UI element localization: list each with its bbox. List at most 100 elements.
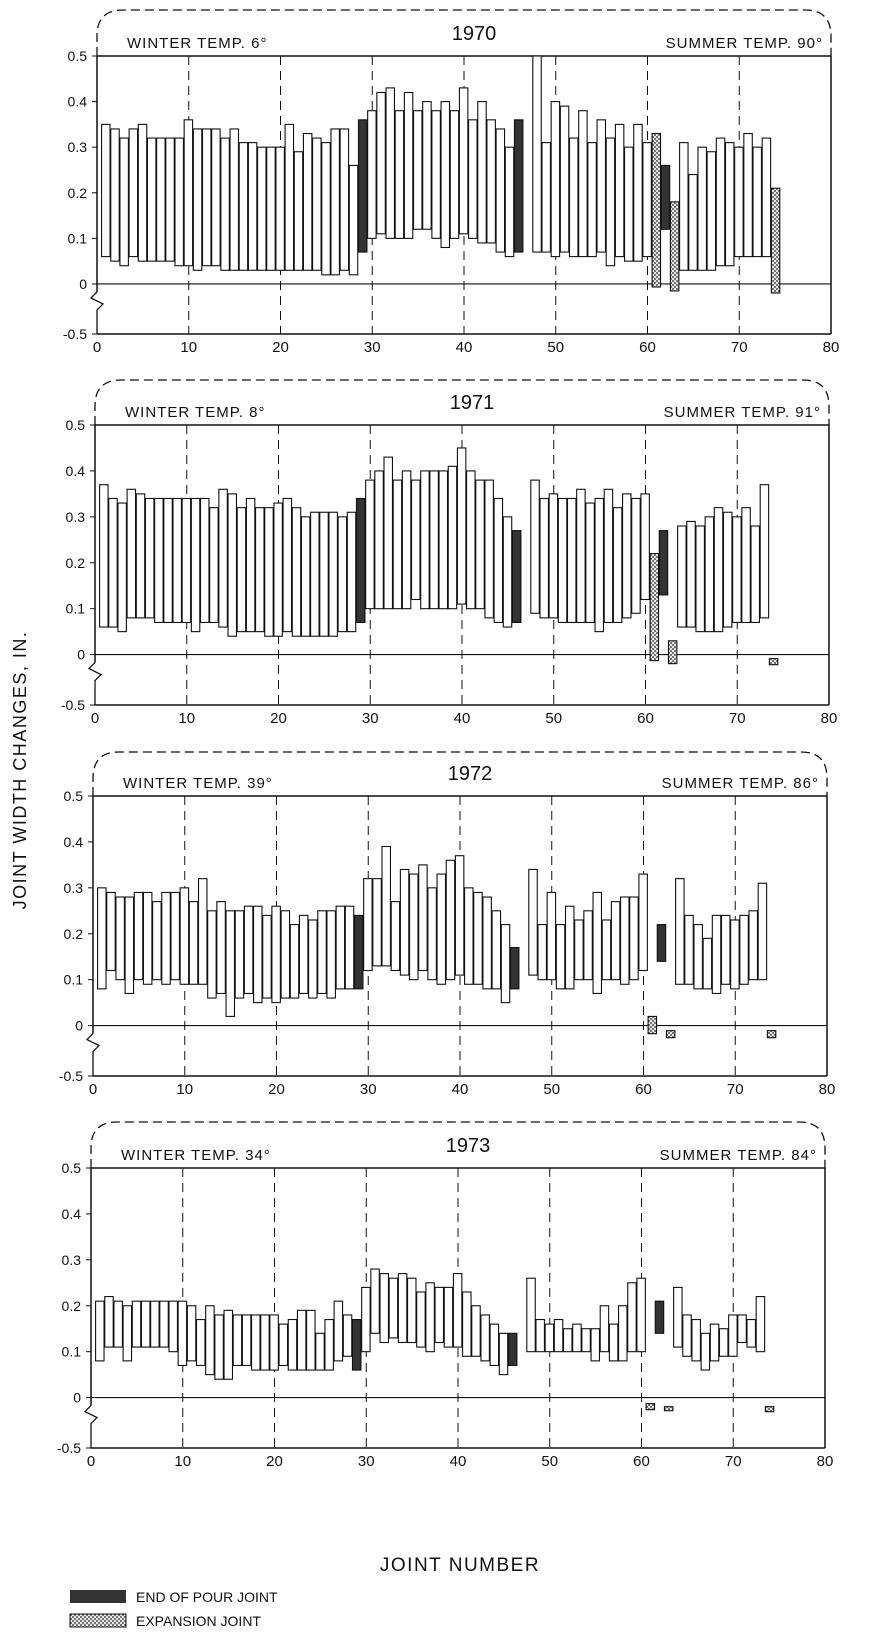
joint-bar [624,146,634,262]
joint-bar [115,896,125,981]
joint-bar [454,855,465,976]
joint-bar [140,1300,151,1348]
joint-bar [289,924,300,999]
x-tick-label: 80 [823,339,840,356]
joint-bar [234,910,245,999]
expansion-joint-bar [649,553,660,662]
joint-bar [408,873,419,981]
joint-bar [247,142,258,271]
winter-temp-label: WINTER TEMP. 39° [123,775,273,792]
joint-bar [755,1296,766,1353]
joint-bar [365,479,375,610]
joint-bar [555,924,566,990]
joint-bar [673,1286,683,1348]
joint-bar [335,905,346,990]
joint-bar [587,142,597,258]
legend-end-of-pour-swatch [70,1590,126,1603]
joint-bar [195,1318,206,1367]
joint-bar [620,896,630,985]
joint-bar [278,1323,289,1367]
joint-bar [578,110,588,258]
joint-bar [110,128,120,262]
joint-bar [225,910,236,1017]
joint-bar [245,497,256,633]
joint-bar [675,878,685,985]
x-tick-label: 70 [731,339,748,356]
joint-bar [282,497,293,633]
joint-bar [741,507,751,624]
end-of-pour-joint-bar [355,497,366,624]
joint-bar [724,142,735,267]
joint-bar [214,1314,224,1380]
joint-bar [266,146,276,271]
joint-bar [128,128,139,258]
summer-temp-label: SUMMER TEMP. 90° [666,35,823,52]
summer-temp-label: SUMMER TEMP. 86° [662,775,819,792]
x-tick-label: 20 [266,1453,283,1470]
joint-bar [190,497,201,633]
x-tick-label: 80 [817,1453,834,1470]
joint-bar [179,887,190,985]
joint-bar [306,1309,316,1371]
joint-bar [300,516,311,637]
joint-bar [559,105,570,253]
joint-bar [528,868,538,976]
x-tick-label: 30 [364,339,381,356]
joint-bar [638,873,648,972]
legend-expansion-label: EXPANSION JOINT [136,1613,261,1629]
panel-year-title: 1972 [448,763,493,785]
joint-bar [308,919,318,999]
joint-bar [590,1328,601,1362]
joint-bar [468,119,478,239]
x-tick-label: 40 [454,710,471,727]
joint-bar [211,128,221,267]
joint-bar [137,123,148,262]
joint-bar [568,137,579,258]
winter-temp-label: WINTER TEMP. 6° [127,35,267,52]
joint-bar [614,123,625,258]
joint-bar [392,479,403,610]
legend: END OF POUR JOINT EXPANSION JOINT [69,1589,278,1629]
joint-bar [293,151,304,271]
joint-bar [682,1314,692,1357]
joint-bar [381,845,392,967]
y-tick-label: 0.1 [68,230,88,246]
joint-bar [108,497,118,628]
joint-bar [183,119,194,267]
joint-bar [443,1286,454,1348]
y-axis-break [83,1405,99,1448]
x-tick-label: 70 [729,710,746,727]
y-tick-label: 0 [73,1390,81,1406]
joint-bar [550,101,561,258]
joint-bar [273,502,283,637]
joint-bar [684,914,694,985]
end-of-pour-joint-bar [660,164,671,230]
joint-bar [500,924,511,1004]
joint-bar [372,878,382,967]
joint-bar [728,1314,738,1357]
joint-bar [177,1300,188,1367]
joint-bar [737,1314,747,1344]
y-tick-label: 0 [75,1018,83,1034]
joint-bar [165,137,175,262]
joint-bar [458,87,469,235]
joint-bar [192,128,203,271]
joint-bar [713,507,724,633]
joint-bar [135,493,146,619]
joint-bar [161,891,171,985]
winter-temp-label: WINTER TEMP. 8° [125,404,265,421]
joint-bar [425,1282,435,1353]
joint-bar [220,137,230,271]
panel-year-title: 1971 [450,392,495,414]
joint-bar [269,1314,279,1371]
joint-bar [627,1282,637,1353]
joint-bar [480,1314,490,1362]
joint-bar [296,1309,307,1371]
x-tick-label: 50 [541,1453,558,1470]
y-tick-label: 0.2 [64,926,84,942]
joint-bar [636,1277,646,1353]
expansion-joint-bar [665,1030,676,1039]
x-tick-label: 10 [178,710,195,727]
joint-bar [106,891,116,972]
joint-bar [535,1318,545,1353]
